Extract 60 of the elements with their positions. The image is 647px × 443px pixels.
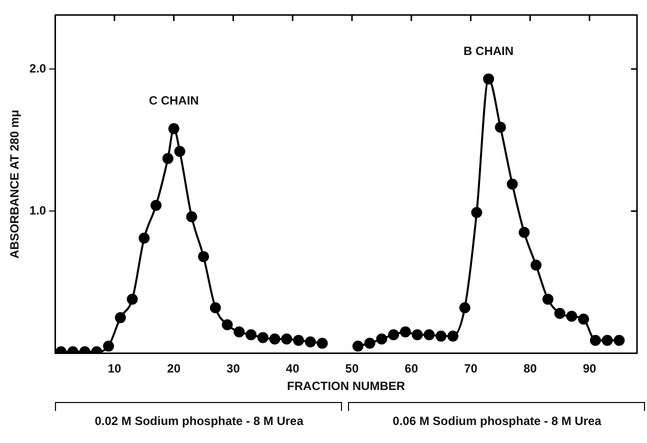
point xyxy=(436,330,447,342)
point xyxy=(494,122,506,133)
point xyxy=(168,123,180,134)
point xyxy=(602,334,613,346)
point xyxy=(210,302,221,314)
point xyxy=(518,226,530,238)
point xyxy=(186,211,198,222)
point xyxy=(316,338,328,349)
x-tick-label: 60 xyxy=(404,362,418,376)
point xyxy=(412,329,423,340)
point xyxy=(246,329,257,340)
point xyxy=(471,207,482,218)
x-tick-label: 40 xyxy=(286,362,300,376)
point xyxy=(281,333,292,344)
annotation: B CHAIN xyxy=(464,44,514,58)
point xyxy=(126,294,138,305)
x-tick-label: 70 xyxy=(464,362,478,376)
y-tick-label: 1.0 xyxy=(29,203,46,218)
point xyxy=(174,146,186,157)
point xyxy=(103,340,114,352)
point xyxy=(554,308,566,319)
point xyxy=(376,333,388,344)
x-tick-label: 20 xyxy=(167,362,181,376)
point xyxy=(138,232,150,244)
point xyxy=(388,329,400,340)
x-axis-title: FRACTION NUMBER xyxy=(287,379,406,394)
point xyxy=(150,200,162,211)
point xyxy=(590,334,601,346)
text: 0.02 M Sodium phosphate - 8 M Urea xyxy=(94,414,304,428)
x-tick-label: 30 xyxy=(226,362,240,376)
point xyxy=(114,312,126,324)
text: 0.06 M Sodium phosphate - 8 M Urea xyxy=(392,414,602,428)
point xyxy=(530,260,542,271)
x-tick-label: 10 xyxy=(108,362,122,376)
x-tick-label: 90 xyxy=(582,362,596,376)
x-tick-label: 50 xyxy=(345,362,359,376)
point xyxy=(304,336,316,348)
point xyxy=(614,334,625,346)
y-axis-title: ABSORBANCE AT 280 mμ xyxy=(8,110,22,258)
point xyxy=(459,302,470,314)
point xyxy=(222,319,233,330)
point xyxy=(162,153,174,164)
y-tick-label: 2.0 xyxy=(29,61,46,76)
point xyxy=(269,333,280,344)
point xyxy=(234,326,245,338)
point xyxy=(506,178,518,190)
point xyxy=(483,73,494,84)
point xyxy=(447,330,458,342)
point xyxy=(257,332,268,344)
point xyxy=(400,326,411,338)
point xyxy=(542,294,554,305)
point xyxy=(352,340,364,352)
point xyxy=(566,310,578,322)
x-tick-label: 80 xyxy=(523,362,538,376)
annotation: C CHAIN xyxy=(148,94,199,108)
point xyxy=(364,338,376,349)
point xyxy=(578,314,590,325)
point xyxy=(198,251,210,262)
point xyxy=(293,334,304,346)
point xyxy=(424,329,435,340)
